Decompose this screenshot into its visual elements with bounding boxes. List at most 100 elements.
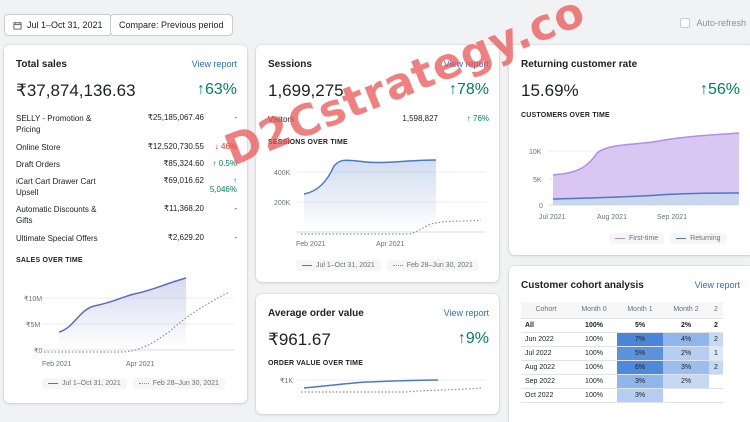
view-report-link[interactable]: View report — [443, 59, 489, 69]
channel-value: ₹12,520,730.55 — [147, 142, 204, 151]
compare-button[interactable]: Compare: Previous period — [110, 14, 233, 36]
cohort-cell — [709, 374, 723, 389]
visitors-change: ↑ 76% — [466, 114, 489, 123]
compare-label: Compare: Previous period — [119, 20, 224, 30]
cohort-cell: 3% — [617, 374, 663, 389]
previous-period-line — [301, 387, 482, 393]
cohort-label: Aug 2022 — [521, 360, 571, 375]
y-tick-label: 400K — [274, 170, 291, 177]
sales-legend: Jul 1–Oct 31, 2021 Feb 28–Jun 30, 2021 — [42, 378, 225, 389]
returning-area — [553, 193, 739, 205]
auto-refresh-label: Auto-refresh — [696, 18, 746, 28]
legend-item-previous[interactable]: Feb 28–Jun 30, 2021 — [132, 378, 225, 389]
column-header: Month 2 — [663, 302, 709, 319]
cohort-cell: 100% — [571, 318, 617, 333]
legend-item-previous[interactable]: Feb 28–Jun 30, 2021 — [386, 260, 479, 271]
legend-label: Jul 1–Oct 31, 2021 — [62, 380, 121, 387]
cohort-cell — [663, 388, 709, 403]
channel-value: ₹85,324.60 — [163, 159, 204, 168]
cohort-cell: 4% — [663, 332, 709, 347]
sessions-area — [304, 160, 436, 232]
cohort-cell — [709, 388, 723, 403]
aov-change: ↑9% — [457, 330, 489, 347]
sessions-over-time-chart: 400K 200K Feb 2021 Apr 2021 — [274, 159, 486, 248]
date-range-button[interactable]: Jul 1–Oct 31, 2021 — [4, 14, 112, 36]
channel-value: ₹25,185,067.46 — [147, 113, 204, 122]
sales-over-time-chart: ₹10M ₹5M ₹0 Feb 2021 Apr 2021 — [24, 277, 234, 368]
channel-name: Automatic Discounts & Gifts — [16, 205, 97, 225]
y-tick-label: 200K — [274, 200, 291, 207]
cohort-cell: 2 — [709, 360, 723, 375]
x-tick-label: Feb 2021 — [42, 361, 72, 368]
card-title: Average order value — [268, 308, 364, 319]
sessions-change: ↑78% — [448, 81, 489, 98]
cohort-cell: 5% — [617, 346, 663, 361]
cohort-cell: 7% — [617, 332, 663, 347]
cohort-table: Cohort Month 0 Month 1 Month 2 2 All 100… — [521, 302, 723, 403]
auto-refresh-checkbox[interactable] — [680, 18, 691, 28]
table-row: Jul 2022 100% 5% 2% 1 — [521, 346, 723, 361]
x-tick-label: Apr 2021 — [126, 361, 155, 368]
legend-label: First-time — [629, 235, 659, 242]
cohort-cell: 1 — [709, 346, 723, 361]
channel-change: - — [234, 113, 237, 122]
channel-change: ↓ 46% — [214, 142, 237, 151]
cohort-cell: 2% — [663, 318, 709, 333]
legend-label: Feb 28–Jun 30, 2021 — [152, 380, 219, 387]
channel-value: ₹2,629.20 — [167, 233, 204, 242]
cohort-label: Sep 2022 — [521, 374, 571, 389]
channel-row: Online Store ₹12,520,730.55 ↓ 46% — [16, 142, 237, 153]
channel-change: - — [234, 204, 237, 213]
legend-item-current[interactable]: Jul 1–Oct 31, 2021 — [296, 260, 381, 271]
aov-value: ₹961.67 — [268, 330, 331, 349]
view-report-link[interactable]: View report — [191, 59, 237, 69]
cohort-cell: 5% — [617, 318, 663, 333]
legend-item-current[interactable]: Jul 1–Oct 31, 2021 — [42, 378, 127, 389]
visitors-label: Visitors — [268, 115, 295, 124]
total-sales-card: Total sales View report ₹37,874,136.63 ↑… — [4, 45, 247, 403]
card-title: Returning customer rate — [521, 59, 638, 70]
customers-over-time-chart: 10K 5K 0 Jul 2021 Aug 2021 Sep 2021 — [529, 132, 740, 221]
y-tick-label: 10K — [529, 149, 542, 156]
view-report-link[interactable]: View report — [443, 308, 489, 318]
x-tick-label: Sep 2021 — [657, 214, 687, 221]
sales-area — [59, 278, 186, 350]
card-title: Customer cohort analysis — [521, 280, 644, 291]
cohort-cell: 100% — [571, 360, 617, 375]
previous-period-line — [301, 219, 482, 235]
returning-rate-change: ↑56% — [699, 81, 740, 98]
channel-row: SELLY - Promotion & Pricing ₹25,185,067.… — [16, 113, 237, 135]
view-report-link[interactable]: View report — [694, 280, 740, 290]
legend-label: Returning — [690, 235, 721, 242]
cohort-cell: 100% — [571, 332, 617, 347]
legend-item-first-time[interactable]: First-time — [609, 233, 665, 244]
card-title: Sessions — [268, 59, 312, 70]
channel-name: Draft Orders — [16, 160, 61, 169]
channel-row: Automatic Discounts & Gifts ₹11,368.20 - — [16, 204, 237, 226]
sales-chart-label: SALES OVER TIME — [16, 257, 83, 264]
customers-legend: First-time Returning — [609, 233, 727, 244]
visitors-value: 1,598,827 — [402, 114, 438, 123]
table-row: Oct 2022 100% 3% — [521, 388, 723, 403]
column-header: 2 — [709, 302, 723, 319]
channel-row: iCart Cart Drawer Cart Upsell ₹69,016.62… — [16, 176, 237, 198]
table-row: Aug 2022 100% 6% 3% 2 — [521, 360, 723, 375]
cohort-cell: 100% — [571, 346, 617, 361]
y-tick-label: ₹10M — [24, 295, 42, 303]
column-header: Month 0 — [571, 302, 617, 319]
legend-item-returning[interactable]: Returning — [670, 233, 727, 244]
aov-chart-label: ORDER VALUE OVER TIME — [268, 360, 364, 367]
cohort-label: All — [521, 318, 571, 333]
cohort-cell: 6% — [617, 360, 663, 375]
channel-change: ↑ 0.5% — [212, 159, 237, 168]
legend-label: Feb 28–Jun 30, 2021 — [406, 262, 473, 269]
visitors-row: Visitors 1,598,827 ↑ 76% — [268, 114, 489, 125]
previous-period-line — [44, 291, 230, 353]
date-range-label: Jul 1–Oct 31, 2021 — [27, 20, 103, 30]
channel-change: - — [234, 233, 237, 242]
cohort-cell: 2 — [709, 318, 723, 333]
y-tick-label: ₹1K — [280, 377, 293, 385]
current-period-line — [303, 159, 437, 195]
auto-refresh-toggle[interactable]: Auto-refresh — [680, 18, 746, 28]
y-tick-label: 5K — [533, 177, 542, 184]
